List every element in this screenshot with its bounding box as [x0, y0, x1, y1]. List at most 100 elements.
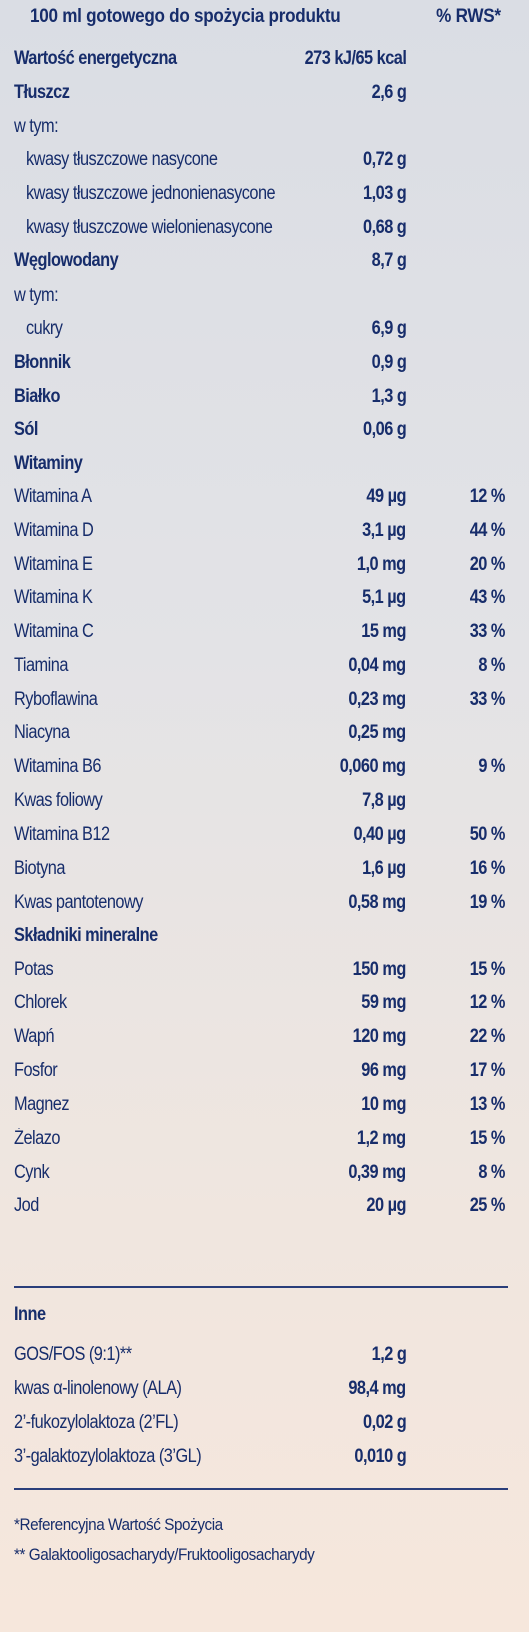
table-row: Potas 150 mg 15 % [14, 955, 514, 985]
row-percent: 12 % [469, 486, 506, 507]
row-value: 98,4 mg [348, 1378, 407, 1399]
table-row: Jod 20 µg 25 % [14, 1191, 514, 1221]
row-value: 0,68 g [362, 217, 407, 238]
row-percent: 8 % [478, 1162, 505, 1183]
row-value: 0,02 g [362, 1412, 407, 1433]
row-percent: 33 % [469, 621, 506, 642]
row-label: Witamina E [14, 554, 93, 575]
table-row: Magnez 10 mg 13 % [14, 1090, 514, 1120]
other-row: kwas α-linolenowy (ALA) 98,4 mg [14, 1374, 514, 1404]
row-value: 1,0 mg [357, 554, 406, 575]
table-row: cukry 6,9 g [14, 314, 514, 344]
row-value: 2,6 g [371, 82, 406, 103]
table-row: Tiamina 0,04 mg 8 % [14, 651, 514, 681]
row-label: Biotyna [14, 858, 65, 879]
divider-top [14, 1286, 508, 1288]
row-value: 7,8 µg [362, 790, 406, 811]
row-value: 0,25 mg [348, 722, 407, 743]
other-row: GOS/FOS (9:1)** 1,2 g [14, 1340, 514, 1370]
table-header: 100 ml gotowego do spożycia produktu % R… [30, 4, 519, 34]
row-percent: 17 % [469, 1060, 506, 1081]
header-per-100ml: 100 ml gotowego do spożycia produktu [30, 6, 341, 27]
table-row: kwasy tłuszczowe jednonienasycone 1,03 g [14, 179, 514, 209]
row-percent: 9 % [478, 756, 505, 777]
row-value: 59 mg [361, 992, 406, 1013]
row-percent: 44 % [469, 520, 506, 541]
row-value: 1,2 mg [357, 1128, 406, 1149]
row-value: 1,03 g [362, 183, 407, 204]
table-row: Witamina B12 0,40 µg 50 % [14, 820, 514, 850]
table-row: Składniki mineralne [14, 921, 514, 951]
row-percent: 15 % [469, 1128, 506, 1149]
row-label: Błonnik [14, 352, 71, 373]
row-label: Wapń [14, 1026, 55, 1047]
row-label: Potas [14, 959, 54, 980]
row-label: Witamina C [14, 621, 94, 642]
row-label: Ryboflawina [14, 689, 98, 710]
table-row: Witamina C 15 mg 33 % [14, 617, 514, 647]
other-row: 3’-galaktozylolaktoza (3’GL) 0,010 g [14, 1442, 514, 1472]
row-label: Fosfor [14, 1060, 58, 1081]
row-label: kwasy tłuszczowe wielonienasycone [26, 217, 273, 238]
row-label: kwasy tłuszczowe nasycone [26, 149, 218, 170]
table-row: Witaminy [14, 449, 514, 479]
table-row: Kwas foliowy 7,8 µg [14, 786, 514, 816]
row-label: Witamina K [14, 587, 93, 608]
row-value: 8,7 g [371, 250, 406, 271]
row-label: Wartość energetyczna [14, 48, 177, 69]
row-percent: 22 % [469, 1026, 506, 1047]
footnote-gos-fos: ** Galaktooligosacharydy/Fruktooligosach… [14, 1545, 315, 1564]
row-value: 15 mg [361, 621, 406, 642]
row-value: 0,060 mg [340, 756, 406, 777]
row-value: 3,1 µg [362, 520, 406, 541]
row-value: 0,04 mg [348, 655, 407, 676]
table-row: Witamina E 1,0 mg 20 % [14, 550, 514, 580]
other-row: 2’-fukozylolaktoza (2’FL) 0,02 g [14, 1408, 514, 1438]
divider-bottom [14, 1488, 508, 1490]
table-row: Cynk 0,39 mg 8 % [14, 1158, 514, 1188]
row-value: 0,40 µg [353, 824, 407, 845]
row-value: 20 µg [366, 1195, 406, 1216]
row-percent: 50 % [469, 824, 506, 845]
row-label: Chlorek [14, 992, 67, 1013]
row-percent: 8 % [478, 655, 505, 676]
other-heading: Inne [14, 1300, 514, 1330]
row-label: w tym: [14, 285, 59, 306]
table-row: kwasy tłuszczowe wielonienasycone 0,68 g [14, 213, 514, 243]
table-row: Witamina K 5,1 µg 43 % [14, 583, 514, 613]
row-label: Cynk [14, 1162, 50, 1183]
row-label: Witamina B12 [14, 824, 110, 845]
row-label: kwasy tłuszczowe jednonienasycone [26, 183, 276, 204]
row-label: Węglowodany [14, 250, 119, 271]
row-label: Witamina A [14, 486, 92, 507]
row-label: Składniki mineralne [14, 925, 158, 946]
footnote-rws: *Referencyjna Wartość Spożycia [14, 1515, 223, 1534]
row-value: 0,9 g [371, 352, 406, 373]
table-row: w tym: [14, 112, 514, 142]
row-label: 2’-fukozylolaktoza (2’FL) [14, 1412, 179, 1433]
table-row: Witamina A 49 µg 12 % [14, 482, 514, 512]
row-percent: 20 % [469, 554, 506, 575]
header-rws: % RWS* [436, 6, 501, 27]
row-value: 0,39 mg [348, 1162, 407, 1183]
row-label: Kwas pantotenowy [14, 892, 143, 913]
row-percent: 16 % [469, 858, 506, 879]
row-value: 150 mg [352, 959, 407, 980]
table-row: Białko 1,3 g [14, 382, 514, 412]
row-label: Kwas foliowy [14, 790, 103, 811]
row-value: 0,06 g [362, 419, 407, 440]
table-row: w tym: [14, 281, 514, 311]
row-label: Żelazo [14, 1128, 60, 1149]
row-percent: 12 % [469, 992, 506, 1013]
row-value: 1,2 g [371, 1344, 406, 1365]
table-row: Niacyna 0,25 mg [14, 718, 514, 748]
row-label: Niacyna [14, 722, 70, 743]
table-row: Fosfor 96 mg 17 % [14, 1056, 514, 1086]
row-value: 49 µg [366, 486, 406, 507]
table-row: Żelazo 1,2 mg 15 % [14, 1124, 514, 1154]
row-label: Tłuszcz [14, 82, 70, 103]
table-row: Biotyna 1,6 µg 16 % [14, 854, 514, 884]
row-percent: 43 % [469, 587, 506, 608]
row-percent: 15 % [469, 959, 506, 980]
row-label: Sól [14, 419, 38, 440]
